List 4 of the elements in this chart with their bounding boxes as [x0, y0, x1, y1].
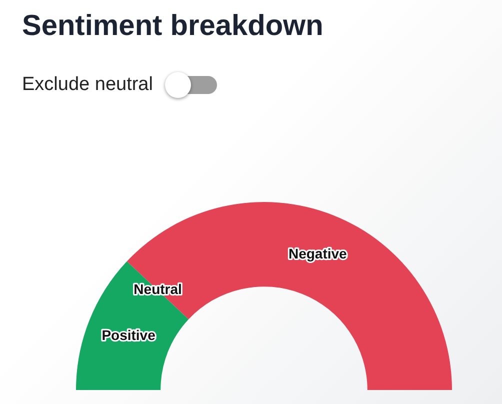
chart-title: Sentiment breakdown [22, 10, 324, 43]
slice-label: Positive [102, 327, 156, 344]
slice-label: Negative [288, 245, 348, 262]
text: Exclude neutral [22, 74, 153, 96]
